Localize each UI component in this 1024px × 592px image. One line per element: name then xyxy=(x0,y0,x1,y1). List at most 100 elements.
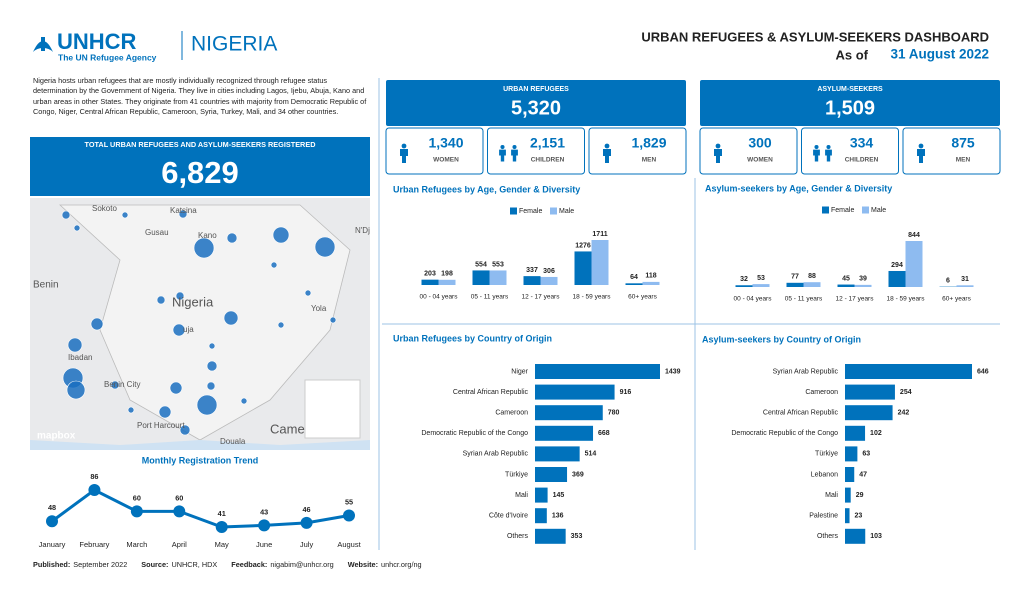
x-tick-label: 05 - 11 years xyxy=(785,296,823,303)
sea xyxy=(30,440,370,450)
bar xyxy=(574,251,592,285)
trend-point xyxy=(343,509,355,522)
x-tick-label: 60+ years xyxy=(628,294,657,301)
bar xyxy=(837,284,855,287)
data-label: 77 xyxy=(791,274,799,281)
x-tick-label: March xyxy=(126,540,147,549)
y-tick-label: Central African Republic xyxy=(453,389,529,396)
data-label: 369 xyxy=(572,471,584,478)
stat-value: 875 xyxy=(951,135,975,151)
stat-value: 334 xyxy=(850,135,874,151)
data-label: 306 xyxy=(543,268,555,275)
data-label: 45 xyxy=(842,275,850,282)
map-bubble xyxy=(156,295,166,305)
y-tick-label: Mali xyxy=(825,492,838,499)
y-tick-label: Democratic Republic of the Congo xyxy=(421,430,528,437)
data-label: 60 xyxy=(133,493,141,502)
icon xyxy=(813,149,820,162)
stat-label: WOMEN xyxy=(433,157,459,164)
x-tick-label: May xyxy=(215,540,229,549)
data-label: 29 xyxy=(856,492,864,499)
panel-total: 5,320 xyxy=(511,97,561,119)
panel-title: URBAN REFUGEES xyxy=(503,86,569,93)
y-tick-label: Türkiye xyxy=(815,451,838,458)
legend-label: Male xyxy=(559,208,574,215)
footer-label: Website: xyxy=(348,560,378,569)
map-label: Katsina xyxy=(170,206,197,215)
data-label: 553 xyxy=(492,261,504,268)
bar xyxy=(472,270,490,285)
map-bubble xyxy=(277,321,285,329)
bar xyxy=(854,284,872,287)
data-label: 63 xyxy=(862,451,870,458)
map-label: Kano xyxy=(198,231,217,240)
data-label: 47 xyxy=(859,471,867,478)
map-bubble xyxy=(223,310,239,326)
intro-text: Nigeria hosts urban refugees that are mo… xyxy=(33,76,367,116)
bar xyxy=(535,425,594,441)
legend-label: Male xyxy=(871,207,886,214)
x-tick-label: 12 - 17 years xyxy=(836,296,875,303)
stat-label: CHILDREN xyxy=(531,157,565,164)
map-bubble xyxy=(314,236,336,258)
map-bubble xyxy=(179,424,191,436)
legend-label: Female xyxy=(831,207,854,214)
map-bubble xyxy=(66,380,86,400)
map-bubble xyxy=(61,210,71,220)
stat-box xyxy=(588,127,687,175)
map-label: Yola xyxy=(311,304,327,313)
map-bubble xyxy=(175,291,185,301)
data-label: 41 xyxy=(218,509,226,518)
icon xyxy=(500,145,505,150)
map-label: Sokoto xyxy=(92,204,117,213)
as-of: As of xyxy=(836,47,869,62)
map-brand: mapbox xyxy=(37,431,76,442)
bar xyxy=(845,384,895,400)
map-label: N'Dj xyxy=(355,226,370,235)
x-tick-label: 12 - 17 years xyxy=(522,294,561,301)
data-label: 23 xyxy=(855,513,863,520)
map-label: Benin City xyxy=(104,380,140,389)
x-tick-label: April xyxy=(172,540,187,549)
icon xyxy=(401,143,407,149)
trend-point xyxy=(215,521,228,533)
map-label: Gusau xyxy=(145,228,169,237)
data-label: 102 xyxy=(870,430,882,437)
map-bubble xyxy=(90,317,104,331)
stat-box xyxy=(801,127,899,175)
x-tick-label: July xyxy=(300,540,314,549)
icon xyxy=(603,149,611,163)
legend-swatch xyxy=(862,206,869,214)
stat-value: 300 xyxy=(748,135,772,151)
bar xyxy=(786,282,804,287)
data-label: 86 xyxy=(90,472,98,481)
bar xyxy=(956,285,974,287)
map-bubble xyxy=(193,237,215,259)
bar xyxy=(845,528,866,544)
chart-title: Asylum-seekers by Age, Gender & Diversit… xyxy=(705,183,892,193)
data-label: 39 xyxy=(859,276,867,283)
stat-box xyxy=(385,127,484,175)
map-bubble xyxy=(121,211,129,219)
data-label: 780 xyxy=(608,410,620,417)
map-label: Port Harcourt xyxy=(137,421,185,430)
data-label: 514 xyxy=(585,451,597,458)
date: 31 August 2022 xyxy=(890,47,989,62)
trend-point xyxy=(46,515,58,528)
data-label: 88 xyxy=(808,273,816,280)
legend-label: Female xyxy=(519,208,542,215)
data-label: 103 xyxy=(870,533,882,540)
map-bubble xyxy=(240,397,248,405)
y-tick-label: Niger xyxy=(511,368,528,375)
map-bubble xyxy=(158,405,172,419)
data-label: 1276 xyxy=(575,242,591,249)
stat-label: WOMEN xyxy=(747,157,773,164)
data-label: 203 xyxy=(424,271,436,278)
bar xyxy=(625,283,643,285)
data-label: 1711 xyxy=(592,231,607,238)
bar xyxy=(535,384,615,400)
bar xyxy=(591,240,609,285)
trend-point xyxy=(88,484,101,496)
